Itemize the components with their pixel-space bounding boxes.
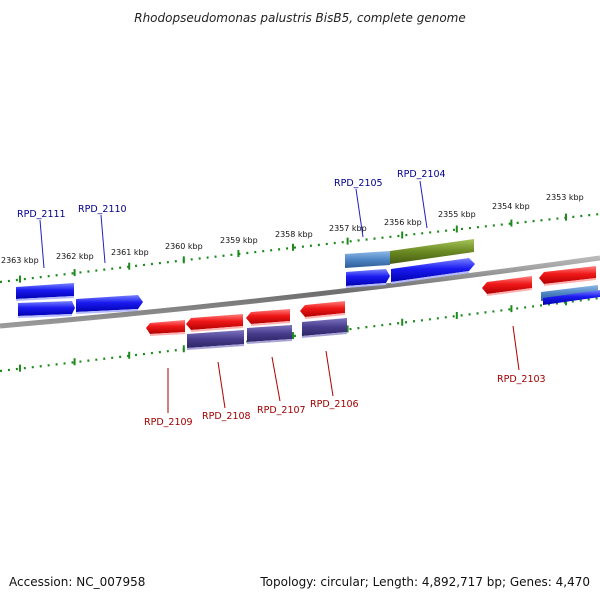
gene-feature [390,239,474,264]
scale-label-2362: 2362 kbp [56,252,94,261]
gene-label-rpd-2106: RPD_2106 [310,399,359,410]
scale-label-2363: 2363 kbp [1,256,39,265]
scale-label-2361: 2361 kbp [111,248,149,257]
leader-line [512,325,520,371]
genome-backbone [0,255,600,329]
gene-label-rpd-2108: RPD_2108 [202,411,251,422]
gene-feature [391,258,475,284]
leader-line [217,361,226,409]
gene-feature [246,309,290,326]
gene-feature [346,269,390,288]
map-title: Rhodopseudomonas palustris BisB5, comple… [134,11,466,25]
gene-feature [76,295,143,314]
gene-label-rpd-2109: RPD_2109 [144,417,193,428]
scale-label-2354: 2354 kbp [492,202,530,211]
gene-label-rpd-2104: RPD_2104 [397,169,446,180]
gene-feature [16,283,74,301]
gene-label-rpd-2105: RPD_2105 [334,178,383,189]
gene-feature [302,318,347,338]
scale-label-2358: 2358 kbp [275,230,313,239]
leader-line [355,188,364,238]
leader-line [100,214,106,264]
scale-label-2356: 2356 kbp [384,218,422,227]
leader-line [325,350,334,397]
gene-feature [539,266,596,286]
gene-feature [482,276,532,296]
gene-feature [300,301,345,319]
genome-summary-text: Topology: circular; Length: 4,892,717 bp… [259,575,590,589]
scale-label-2353: 2353 kbp [546,193,584,202]
scale-major-ticks [19,213,567,372]
gene-label-rpd-2111: RPD_2111 [17,209,66,220]
accession-text: Accession: NC_007958 [9,575,145,589]
gene-label-rpd-2107: RPD_2107 [257,405,306,416]
gene-feature [186,314,243,332]
gene-feature [187,330,244,350]
leader-line [271,356,281,402]
gene-label-rpd-2110: RPD_2110 [78,204,127,215]
scale-label-2360: 2360 kbp [165,242,203,251]
gene-feature [18,301,75,318]
gene-feature [543,290,600,305]
gene-feature [345,251,390,268]
gene-label-rpd-2103: RPD_2103 [497,374,546,385]
scale-label-2357: 2357 kbp [329,224,367,233]
leader-line [419,180,428,229]
scale-label-2355: 2355 kbp [438,210,476,219]
leader-line [39,219,45,269]
gene-feature [146,320,185,336]
scale-label-2359: 2359 kbp [220,236,258,245]
gene-feature [247,325,292,344]
